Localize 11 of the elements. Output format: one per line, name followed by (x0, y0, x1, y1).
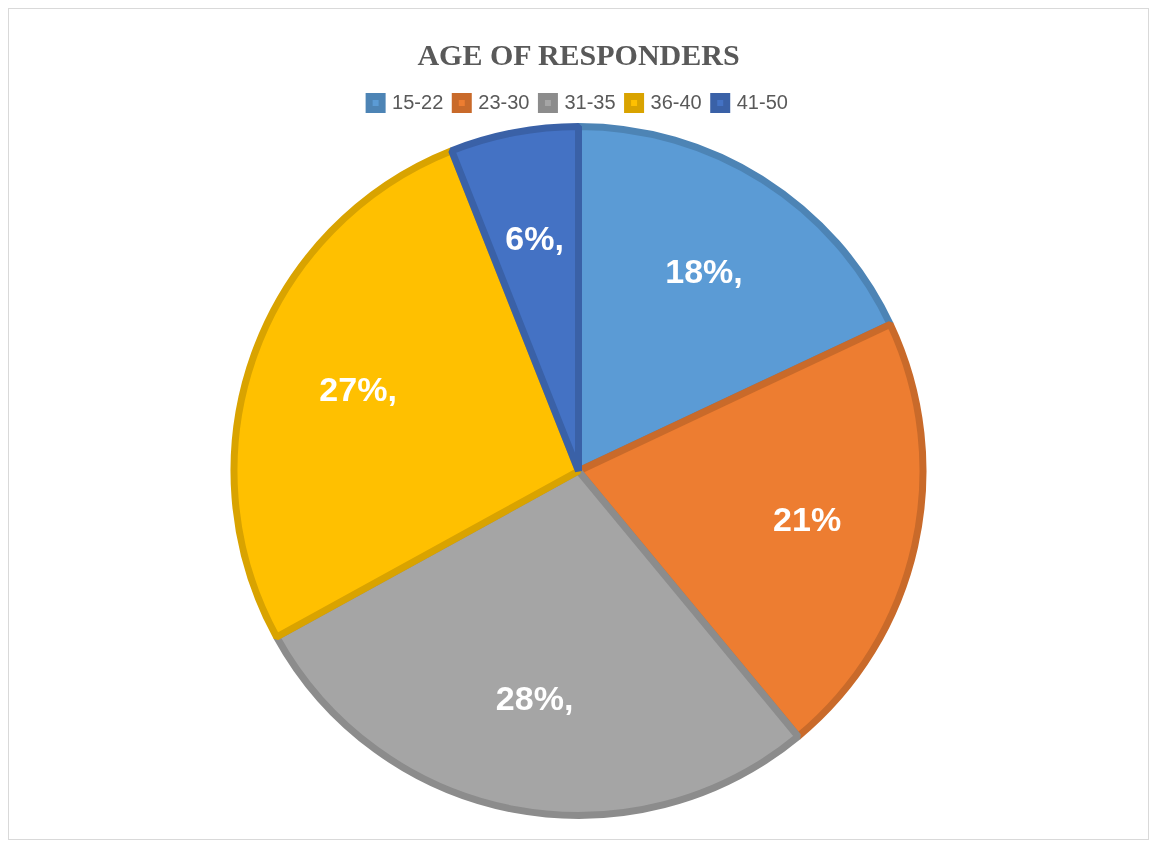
data-label: 27%, (319, 370, 397, 409)
legend-label: 36-40 (650, 90, 702, 113)
legend-label: 31-35 (564, 90, 616, 113)
legend-label: 15-22 (392, 90, 444, 113)
data-label: 18%, (665, 251, 743, 290)
legend-label: 23-30 (478, 90, 530, 113)
legend-label: 41-50 (736, 90, 788, 113)
data-label: 28%, (495, 679, 574, 718)
data-label: 6%, (505, 219, 564, 258)
chart-title: AGE OF RESPONDERS (417, 37, 740, 71)
data-label: 21% (773, 500, 842, 539)
